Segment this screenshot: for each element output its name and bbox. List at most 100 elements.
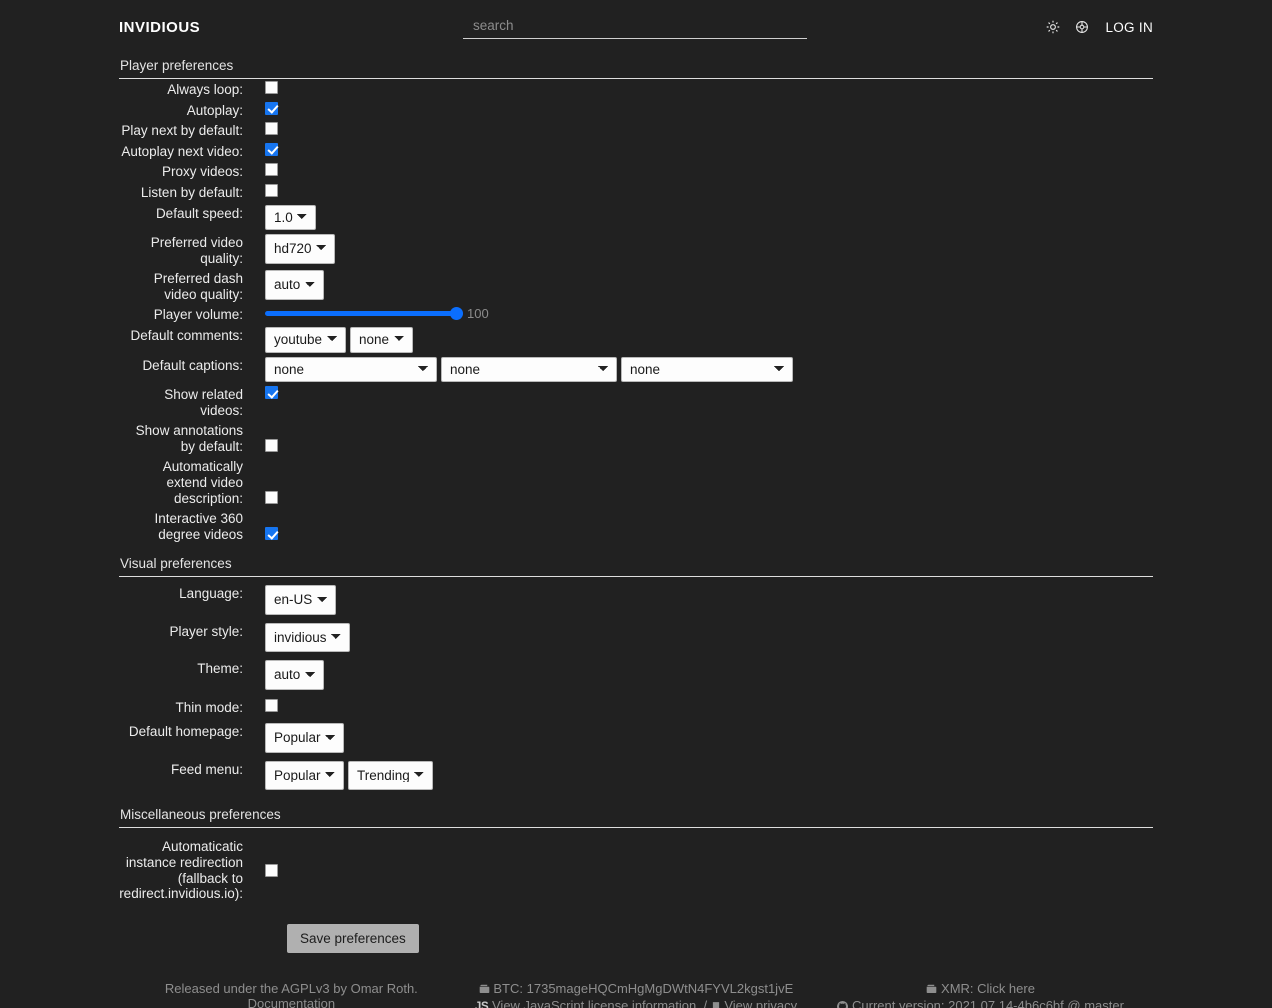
label-interactive-360: Interactive 360 degree videos (154, 511, 243, 542)
label-play-next: Play next by default: (121, 123, 243, 139)
select-preferred-quality[interactable]: hd720 (265, 234, 335, 264)
select-theme[interactable]: auto (265, 660, 324, 690)
footer-left: Released under the AGPLv3 by Omar Roth. … (119, 981, 464, 1008)
label-listen-default: Listen by default: (140, 184, 243, 200)
label-always-loop: Always loop: (167, 82, 243, 97)
label-preferred-dash: Preferred dash video quality: (153, 271, 243, 302)
row-autoplay-next: Autoplay next video: (119, 141, 1153, 162)
wallet-icon (479, 983, 490, 999)
row-theme: Theme: auto (119, 654, 1153, 692)
row-default-captions: Default captions: none none none (119, 355, 1153, 385)
select-captions-2[interactable]: none (441, 356, 617, 383)
row-autoplay: Autoplay: (119, 100, 1153, 121)
documentation-link[interactable]: Documentation (247, 996, 336, 1008)
save-preferences-button[interactable]: Save preferences (287, 923, 419, 953)
select-preferred-dash-quality[interactable]: auto (265, 270, 324, 300)
select-default-homepage[interactable]: Popular (265, 723, 344, 753)
checkbox-autoplay-next[interactable] (265, 142, 278, 156)
js-license-link[interactable]: View JavaScript license information. (492, 998, 700, 1008)
row-play-next: Play next by default: (119, 120, 1153, 141)
label-feed-menu: Feed menu: (170, 761, 243, 777)
btc-label: BTC: (493, 980, 524, 996)
select-language[interactable]: en-US (265, 585, 336, 615)
label-player-volume: Player volume: (153, 307, 243, 323)
navbar: INVIDIOUS LOG IN (0, 0, 1272, 54)
section-header-player: Player preferences (119, 54, 1153, 79)
checkbox-autoplay[interactable] (265, 101, 278, 115)
select-comments-secondary[interactable]: none (350, 327, 413, 353)
xmr-link[interactable]: Click here (977, 980, 1035, 996)
select-feed-menu-2[interactable]: Trending (348, 760, 433, 791)
gear-icon[interactable] (1074, 19, 1090, 35)
section-header-misc: Miscellaneous preferences (119, 803, 1153, 829)
footer-center: BTC: 1735mageHQCmHgMgDWtN4FYVL2kgst1jvE … (464, 981, 809, 1008)
checkbox-annotations[interactable] (265, 439, 278, 453)
checkbox-proxy-videos[interactable] (265, 163, 278, 177)
section-header-visual: Visual preferences (119, 552, 1153, 578)
select-captions-1[interactable]: none (265, 356, 437, 383)
checkbox-interactive-360[interactable] (265, 527, 278, 541)
row-language: Language: en-US (119, 577, 1153, 617)
checkbox-thin-mode[interactable] (265, 698, 278, 712)
volume-value: 100 (467, 306, 489, 322)
document-icon (711, 1000, 721, 1008)
checkbox-show-related[interactable] (265, 386, 278, 400)
label-autoplay-next: Autoplay next video: (121, 143, 243, 159)
footer-right: XMR: Click here Current version: 2021.07… (808, 981, 1153, 1008)
row-preferred-dash: Preferred dash video quality: auto (119, 268, 1153, 304)
search-input[interactable] (463, 15, 807, 39)
js-badge: JS (474, 1001, 489, 1008)
select-comments-primary[interactable]: youtube (265, 327, 346, 353)
checkbox-listen-default[interactable] (265, 183, 278, 197)
row-proxy-videos: Proxy videos: (119, 161, 1153, 182)
label-default-comments: Default comments: (130, 328, 243, 344)
row-extend-description: Automatically extend video description: (119, 456, 1153, 508)
label-default-speed: Default speed: (155, 205, 243, 221)
label-default-captions: Default captions: (142, 357, 243, 373)
select-default-speed[interactable]: 1.0 (265, 204, 316, 231)
row-listen-default: Listen by default: (119, 182, 1153, 203)
footer: Released under the AGPLv3 by Omar Roth. … (0, 981, 1272, 1008)
select-player-style[interactable]: invidious (265, 622, 350, 653)
label-preferred-quality: Preferred video quality: (150, 235, 243, 266)
row-player-volume: Player volume: 100 (119, 304, 1153, 325)
save-spacer (119, 924, 265, 953)
select-feed-menu-1[interactable]: Popular (265, 760, 344, 791)
site-logo[interactable]: INVIDIOUS (119, 18, 201, 36)
row-thin-mode: Thin mode: (119, 692, 1153, 718)
label-proxy-videos: Proxy videos: (161, 164, 243, 180)
label-show-related: Show related videos: (164, 387, 243, 418)
sun-icon[interactable] (1045, 19, 1061, 35)
row-annotations: Show annotations by default: (119, 420, 1153, 456)
search-bar (463, 15, 807, 39)
save-row: Save preferences (119, 904, 1153, 953)
label-extend-description: Automatically extend video description: (162, 459, 243, 506)
label-thin-mode: Thin mode: (175, 699, 243, 715)
checkbox-play-next[interactable] (265, 122, 278, 136)
row-interactive-360: Interactive 360 degree videos (119, 508, 1153, 544)
label-auto-redirect: Automaticatic instance redirection (fall… (119, 839, 243, 902)
xmr-label: XMR: (941, 980, 974, 996)
privacy-policy-link[interactable]: View privacy policy. (724, 998, 798, 1008)
row-default-comments: Default comments: youtube none (119, 325, 1153, 355)
row-feed-menu: Feed menu: Popular Trending (119, 755, 1153, 793)
license-text: Released under the AGPLv3 by Omar Roth. (164, 980, 418, 996)
label-player-style: Player style: (169, 623, 243, 639)
checkbox-extend-description[interactable] (265, 491, 278, 505)
label-annotations: Show annotations by default: (135, 423, 243, 454)
row-auto-redirect: Automaticatic instance redirection (fall… (119, 828, 1153, 903)
row-default-speed: Default speed: 1.0 (119, 203, 1153, 233)
select-captions-3[interactable]: none (621, 356, 793, 383)
footer-separator: / (703, 998, 708, 1008)
github-icon (837, 1000, 849, 1008)
row-always-loop: Always loop: (119, 79, 1153, 100)
slider-player-volume[interactable] (265, 306, 463, 321)
btc-address[interactable]: 1735mageHQCmHgMgDWtN4FYVL2kgst1jvE (526, 980, 794, 996)
label-default-homepage: Default homepage: (128, 724, 243, 740)
row-show-related: Show related videos: (119, 384, 1153, 420)
version-link[interactable]: Current version: 2021.07.14-4b6c6bf @ ma… (852, 998, 1124, 1008)
checkbox-always-loop[interactable] (265, 81, 278, 94)
row-preferred-quality: Preferred video quality: hd720 (119, 232, 1153, 268)
checkbox-auto-redirect[interactable] (265, 863, 278, 877)
login-button[interactable]: LOG IN (1105, 19, 1153, 35)
